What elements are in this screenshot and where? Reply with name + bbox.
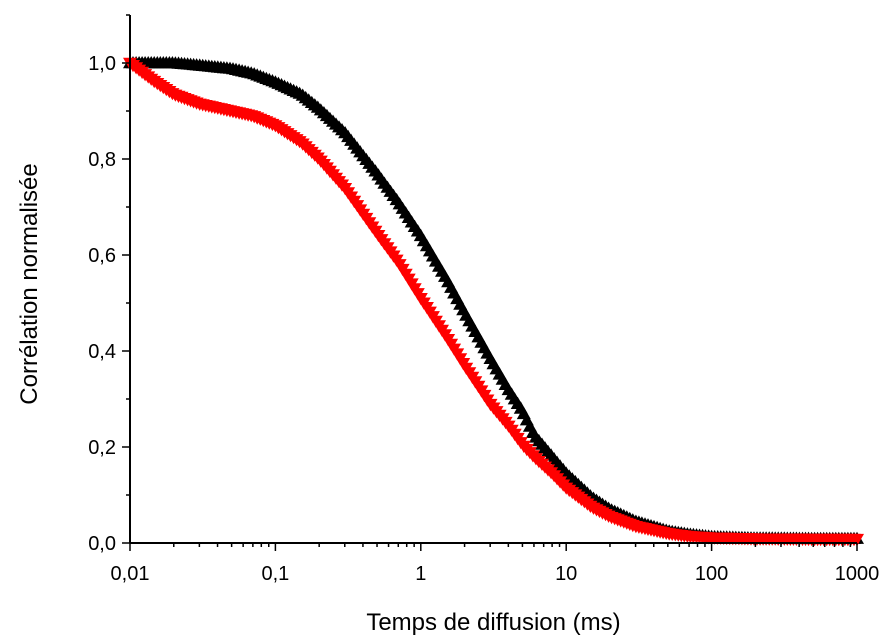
x-tick-label: 10 [555,563,577,585]
y-ticks: 0,0 0,2 0,4 0,6 0,8 1,0 [88,14,130,555]
x-tick-label: 0,1 [261,563,289,585]
y-tick-label: 1,0 [88,53,116,75]
y-tick-label: 0,0 [88,533,116,555]
y-axis-title: Corrélation normalisée [16,163,43,404]
series-2 [123,57,864,547]
y-tick-label: 0,6 [88,245,116,267]
x-tick-label: 100 [695,563,728,585]
x-tick-label: 1000 [835,563,880,585]
y-tick-label: 0,8 [88,149,116,171]
x-ticks: 0,01 0,1 1 10 100 1000 [111,543,880,585]
plot-area [123,56,864,547]
axes [129,15,857,544]
data-point [850,533,864,547]
y-tick-label: 0,2 [88,437,116,459]
series-1 [123,56,864,544]
y-tick-label: 0,4 [88,341,116,363]
x-tick-label: 1 [415,563,426,585]
x-tick-label: 0,01 [111,563,150,585]
x-axis-title: Temps de diffusion (ms) [366,609,620,636]
